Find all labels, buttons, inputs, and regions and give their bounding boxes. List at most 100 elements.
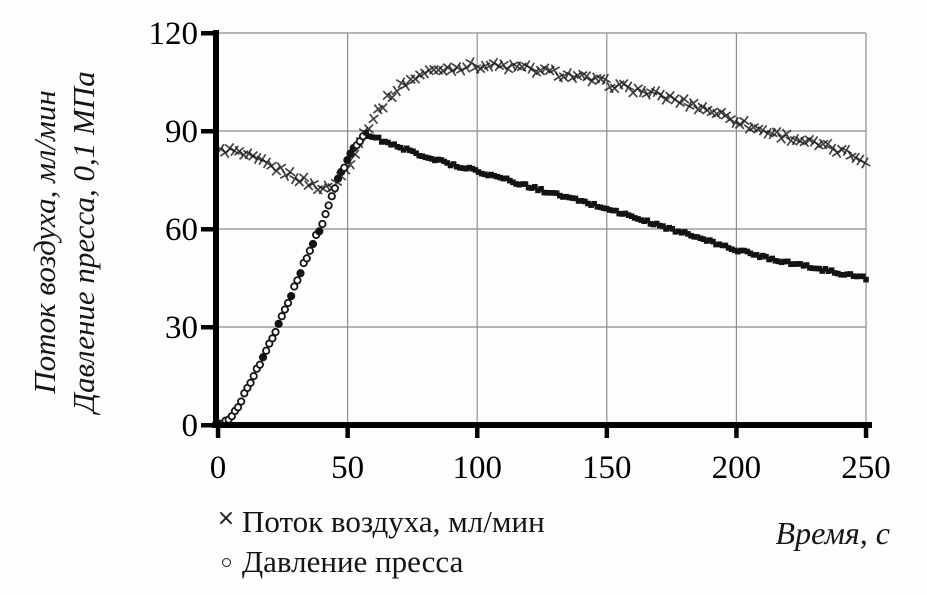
- filled-marker: [557, 192, 563, 199]
- filled-marker: [469, 165, 476, 172]
- circle-marker: [246, 378, 255, 387]
- filled-marker: [835, 270, 841, 277]
- y-tick-label: 0: [182, 408, 199, 444]
- circle-marker: [293, 276, 302, 285]
- filled-marker: [491, 172, 498, 179]
- x-marker: [738, 115, 750, 127]
- circle-marker: [305, 246, 314, 255]
- x-marker: [697, 101, 708, 113]
- x-marker: [822, 138, 834, 150]
- x-marker: [599, 73, 612, 86]
- filled-marker: [457, 164, 463, 171]
- filled-marker: [600, 205, 607, 211]
- filled-marker: [722, 242, 729, 249]
- filled-marker: [475, 169, 482, 175]
- filled-marker: [691, 233, 697, 240]
- x-marker: [368, 113, 379, 125]
- filled-marker: [681, 229, 688, 235]
- x-tick-label: 100: [452, 450, 502, 486]
- filled-marker: [738, 247, 744, 254]
- filled-marker: [713, 241, 719, 248]
- filled-marker: [828, 267, 835, 274]
- filled-marker: [635, 216, 641, 222]
- filled-marker: [706, 237, 713, 243]
- y-tick-label: 120: [149, 16, 199, 52]
- filled-marker: [778, 259, 785, 266]
- filled-marker: [488, 171, 494, 178]
- x-marker: [387, 92, 398, 103]
- filled-marker: [528, 185, 535, 191]
- x-tick: [604, 428, 610, 438]
- x-tick-label: 150: [582, 450, 632, 486]
- filled-marker: [407, 147, 413, 154]
- filled-marker: [772, 257, 779, 264]
- filled-marker: [525, 184, 532, 191]
- y-tick-label: 60: [165, 212, 198, 248]
- circle-marker: [290, 282, 299, 291]
- filled-marker: [785, 258, 791, 265]
- filled-marker: [494, 173, 501, 180]
- y-tick-label: 30: [165, 310, 198, 346]
- filled-marker: [781, 258, 788, 265]
- circle-marker-icon: [221, 557, 231, 567]
- filled-marker: [450, 161, 457, 167]
- filled-marker: [425, 155, 432, 161]
- circle-marker: [340, 163, 349, 172]
- filled-marker: [775, 258, 782, 265]
- filled-marker: [728, 246, 735, 253]
- circle-marker: [324, 201, 333, 210]
- filled-marker: [669, 226, 676, 232]
- x-tick: [863, 428, 869, 438]
- filled-marker: [747, 250, 754, 257]
- x-axis-line: [212, 422, 872, 428]
- filled-marker: [753, 252, 760, 258]
- filled-marker: [394, 144, 401, 150]
- circle-marker: [330, 184, 339, 193]
- filled-marker: [650, 221, 657, 228]
- filled-marker: [478, 170, 485, 177]
- filled-marker: [735, 248, 741, 255]
- filled-marker: [763, 253, 769, 260]
- filled-marker: [591, 200, 597, 207]
- filled-marker: [403, 145, 410, 152]
- x-marker: [298, 172, 310, 183]
- x-tick: [345, 428, 350, 438]
- y-axis-label-line2: Давление пресса, 0,1 МПа: [66, 71, 101, 413]
- filled-marker: [507, 177, 513, 184]
- filled-marker: [644, 217, 651, 224]
- filled-marker: [838, 271, 844, 278]
- filled-marker: [553, 190, 560, 196]
- filled-marker: [647, 221, 654, 227]
- x-marker: [377, 102, 388, 113]
- x-marker: [771, 126, 782, 138]
- filled-marker: [516, 181, 523, 188]
- filled-marker: [366, 133, 373, 140]
- filled-marker: [607, 207, 613, 213]
- filled-marker: [453, 163, 460, 170]
- x-axis-label: Время, с: [738, 515, 890, 552]
- circle-marker: [271, 327, 280, 337]
- filled-marker: [810, 265, 816, 272]
- y-tick: [201, 227, 213, 232]
- circle-marker: [262, 346, 271, 355]
- circle-marker: [315, 227, 324, 236]
- filled-marker: [860, 273, 866, 280]
- filled-marker: [697, 235, 704, 242]
- x-marker: [506, 59, 519, 71]
- filled-marker: [472, 167, 479, 173]
- circle-marker: [283, 298, 293, 308]
- filled-marker: [569, 195, 576, 201]
- filled-marker: [825, 268, 832, 274]
- x-marker: [525, 62, 537, 74]
- filled-marker: [769, 255, 776, 262]
- filled-marker: [819, 268, 826, 274]
- circle-marker: [255, 360, 265, 369]
- filled-marker: [485, 172, 491, 179]
- filled-marker: [566, 194, 573, 201]
- y-axis-label-line1: Поток воздуха, мл/мин: [27, 90, 62, 394]
- filled-marker: [660, 223, 666, 229]
- filled-marker: [422, 154, 429, 161]
- x-marker: [391, 85, 403, 97]
- filled-marker: [375, 134, 382, 141]
